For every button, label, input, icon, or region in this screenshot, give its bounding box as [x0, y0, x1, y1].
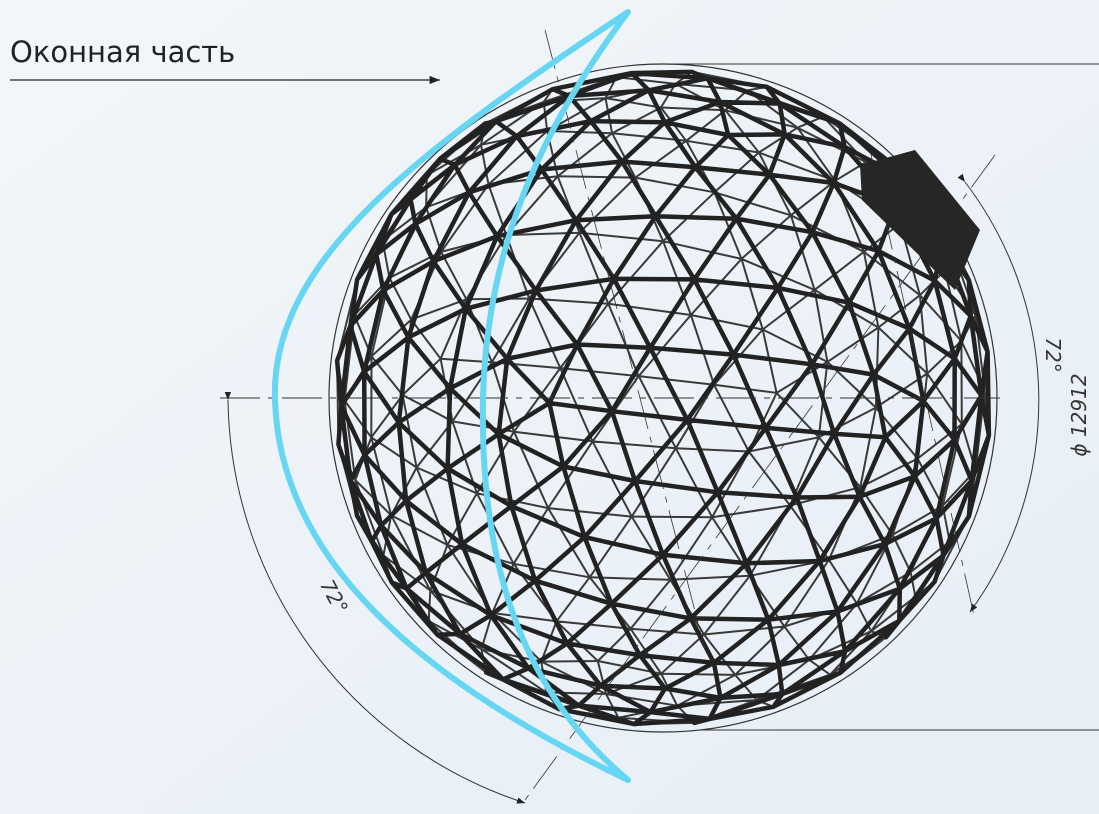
- window-part-label: Оконная часть: [10, 35, 235, 69]
- angle-label-right: 72°: [1041, 337, 1065, 372]
- dimension-lines: [220, 29, 1099, 804]
- hatch-box: [860, 150, 980, 290]
- diameter-label: ϕ 12912: [1067, 373, 1091, 456]
- front-struts: [334, 69, 992, 727]
- window-crescent: [271, 9, 631, 783]
